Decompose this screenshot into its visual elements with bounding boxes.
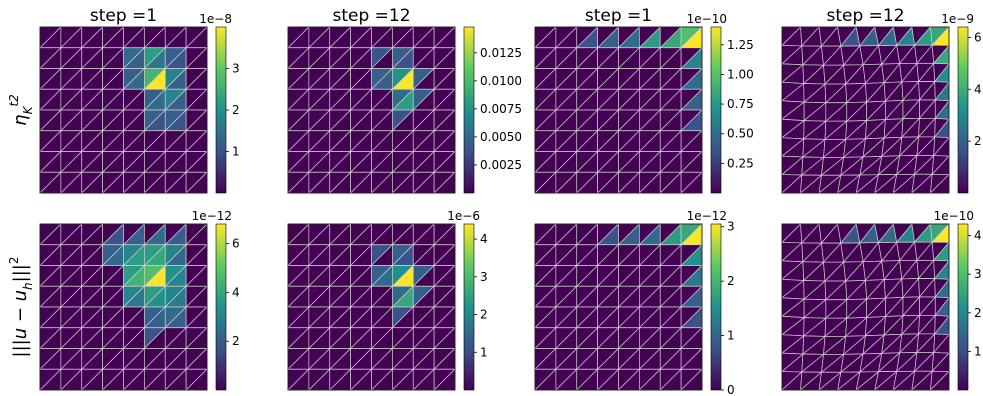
colorbar-tick-label: 6: [974, 30, 982, 44]
colorbar-tick-label: 2: [232, 103, 240, 117]
colorbar-tick-label: 4: [232, 285, 240, 299]
colorbar-tick-label: 2: [974, 134, 982, 148]
colorbar-tick-label: 0.50: [727, 127, 754, 141]
panel-title: step =12: [332, 6, 410, 26]
colorbar-tick-label: 3: [232, 62, 240, 76]
colorbar: [215, 223, 227, 391]
colorbar-offset-label: 1e−8: [199, 12, 232, 26]
panel-1: step =1 1 2 3 1e−8: [39, 6, 240, 194]
colorbar-tick-label: 0.25: [727, 156, 754, 170]
colorbar: [463, 223, 475, 391]
colorbar-offset-label: 1e−10: [687, 12, 727, 26]
panel-5: 2 4 61e−12: [39, 209, 240, 391]
colorbar-tick-label: 4: [974, 229, 982, 243]
colorbar-tick-label: 3: [727, 220, 735, 234]
plot-frame: [781, 223, 950, 391]
colorbar-tick-label: 2: [480, 308, 488, 322]
colorbar-tick-label: 1.25: [727, 38, 754, 52]
plot-frame: [39, 223, 208, 391]
colorbar-tick-label: 4: [480, 232, 488, 246]
colorbar-tick-label: 1: [232, 145, 240, 159]
colorbar: [957, 223, 969, 391]
plot-frame: [287, 26, 456, 194]
panel-title: step =12: [826, 6, 904, 26]
colorbar: [710, 223, 722, 391]
panel-2: step =12 0.0025 0.0050 0.0075 0.0100 0.0125: [287, 6, 522, 194]
colorbar: [215, 26, 227, 194]
colorbar-offset-label: 1e−9: [941, 12, 974, 26]
colorbar-offset-label: 1e−12: [192, 209, 232, 223]
colorbar-tick-label: 0.0100: [480, 74, 522, 88]
plot-frame: [287, 223, 456, 391]
colorbar-tick-label: 2: [727, 274, 735, 288]
panel-7: 0 1 2 31e−12: [534, 209, 735, 396]
plot-frame: [534, 223, 703, 391]
colorbar-tick-label: 2: [232, 334, 240, 348]
colorbar-tick-label: 1: [727, 329, 735, 343]
colorbar-tick-label: 0.0125: [480, 46, 522, 60]
colorbar-tick-label: 0: [727, 383, 735, 396]
plot-frame: [534, 26, 703, 194]
panel-4: step =12 2 4 61e−9: [781, 6, 982, 194]
colorbar-tick-label: 1: [480, 345, 488, 359]
colorbar-offset-label: 1e−12: [687, 209, 727, 223]
row-label-error-norm: |||u − uh|||2: [7, 257, 35, 358]
colorbar: [957, 26, 969, 194]
colorbar-tick-label: 3: [974, 267, 982, 281]
colorbar: [463, 26, 475, 194]
colorbar-tick-label: 0.75: [727, 97, 754, 111]
colorbar-offset-label: 1e−10: [934, 209, 974, 223]
colorbar-tick-label: 4: [974, 82, 982, 96]
colorbar-offset-label: 1e−6: [447, 209, 480, 223]
row-label-eta: ηKt2: [7, 94, 35, 126]
panel-title: step =1: [585, 6, 652, 26]
plot-frame: [781, 26, 950, 194]
colorbar: [710, 26, 722, 194]
colorbar-tick-label: 0.0075: [480, 102, 522, 116]
plot-frame: [39, 26, 208, 194]
colorbar-tick-label: 6: [232, 237, 240, 251]
colorbar-tick-label: 1: [974, 344, 982, 358]
panel-8: 1 2 3 41e−10: [781, 209, 982, 391]
colorbar-tick-label: 0.0025: [480, 158, 522, 172]
colorbar-tick-label: 0.0050: [480, 130, 522, 144]
colorbar-tick-label: 3: [480, 270, 488, 284]
colorbar-tick-label: 1.00: [727, 67, 754, 81]
panel-6: 1 2 3 41e−6: [287, 209, 488, 391]
colorbar-tick-label: 2: [974, 306, 982, 320]
panel-title: step =1: [90, 6, 157, 26]
